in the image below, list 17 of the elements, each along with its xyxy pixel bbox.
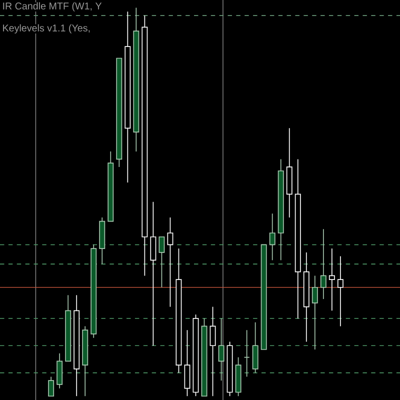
candlestick — [320, 228, 326, 300]
candlestick — [48, 376, 54, 397]
candlestick — [167, 217, 174, 308]
annotation: IR Candle MTF (W1, Y — [3, 2, 102, 12]
candlestick — [56, 352, 63, 389]
candlestick — [312, 275, 318, 350]
candlestick — [150, 202, 156, 346]
candlestick — [218, 318, 224, 382]
annotation: Keylevels v1.1 (Yes, — [3, 24, 90, 34]
candlestick — [269, 213, 276, 261]
candlestick — [252, 322, 258, 374]
candlestick — [158, 236, 165, 288]
candlestick — [337, 256, 344, 327]
candlestick — [210, 306, 216, 397]
candlestick — [244, 330, 250, 378]
candlestick — [328, 248, 335, 312]
candlestick — [184, 330, 190, 397]
